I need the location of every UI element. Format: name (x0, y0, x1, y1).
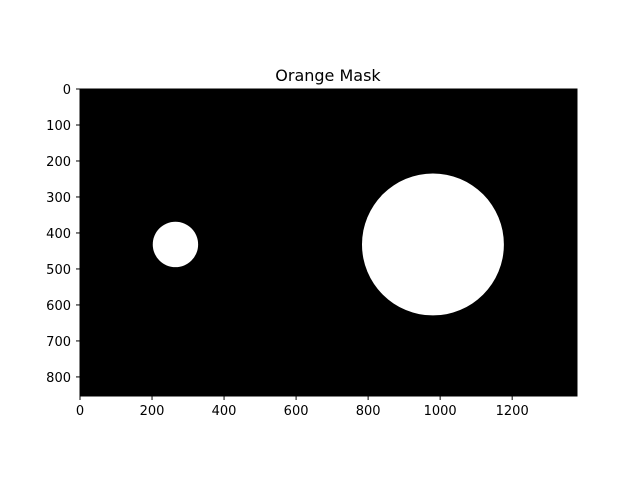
y-tick-label: 600 (46, 299, 71, 314)
x-tick-label: 1200 (496, 404, 529, 419)
x-tick-label: 0 (76, 404, 84, 419)
y-tick-label: 500 (46, 263, 71, 278)
mask-region-1 (152, 221, 199, 268)
x-tick-label: 200 (140, 404, 165, 419)
x-tick-label: 600 (284, 404, 309, 419)
x-tick-label: 400 (212, 404, 237, 419)
y-axis: 0 100 200 300 400 500 600 700 800 (46, 83, 81, 396)
x-axis: 0 200 400 600 800 1000 1200 (76, 395, 577, 419)
y-tick-label: 700 (46, 335, 71, 350)
x-tick-label: 800 (356, 404, 381, 419)
y-tick-label: 100 (46, 119, 71, 134)
x-tick-label: 1000 (424, 404, 457, 419)
y-tick-label: 400 (46, 227, 71, 242)
mask-region-2 (361, 173, 504, 316)
y-tick-label: 800 (46, 371, 71, 386)
y-tick-label: 200 (46, 155, 71, 170)
chart-title: Orange Mask (275, 66, 381, 85)
plot-area (79, 88, 578, 397)
y-tick-label: 300 (46, 191, 71, 206)
y-tick-label: 0 (63, 83, 71, 98)
